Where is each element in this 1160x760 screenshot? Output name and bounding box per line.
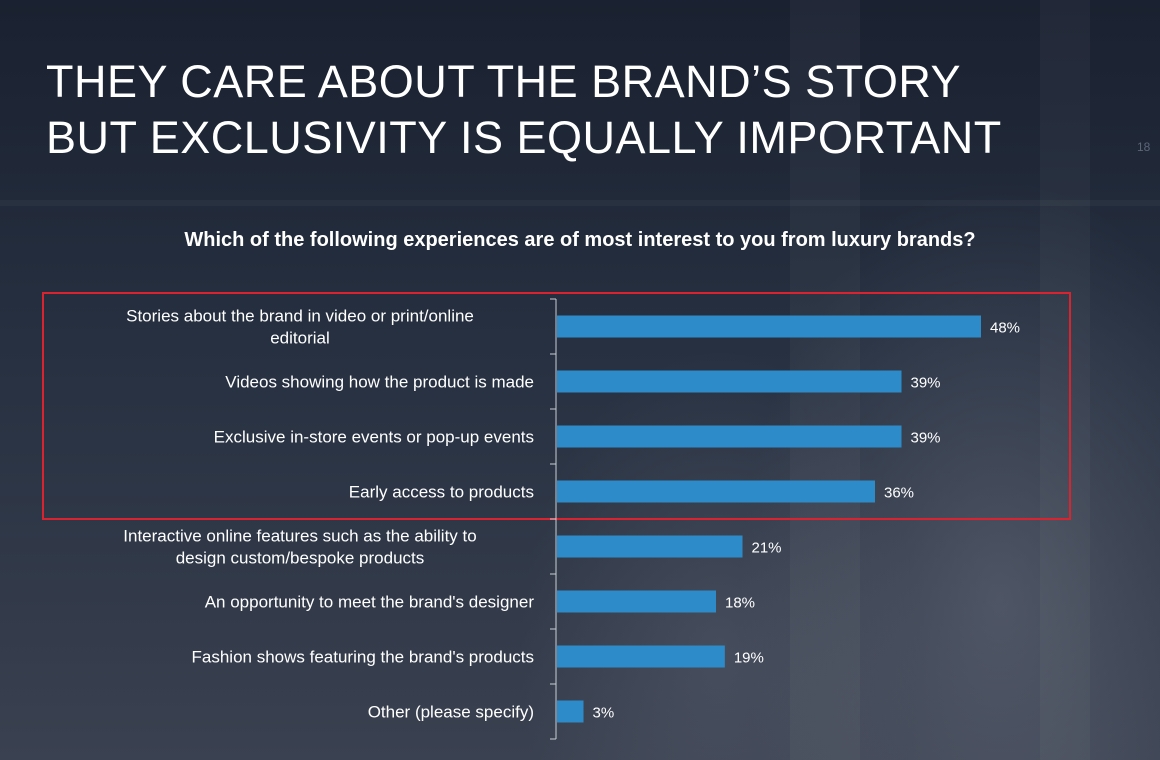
- category-label: An opportunity to meet the brand's desig…: [205, 593, 535, 612]
- bar: [557, 370, 902, 393]
- category-label: Interactive online features such as the …: [123, 527, 476, 546]
- chart-title: Which of the following experiences are o…: [184, 229, 976, 251]
- category-label: design custom/bespoke products: [176, 549, 425, 568]
- bar: [557, 700, 584, 723]
- value-label: 19%: [734, 650, 764, 667]
- value-label: 39%: [911, 375, 941, 392]
- value-label: 18%: [725, 595, 755, 612]
- category-label: Fashion shows featuring the brand's prod…: [192, 648, 535, 667]
- category-label: Other (please specify): [368, 703, 534, 722]
- category-label: Early access to products: [349, 483, 534, 502]
- value-label: 21%: [752, 540, 782, 557]
- title-line-1: THEY CARE ABOUT THE BRAND’S STORY: [46, 56, 962, 107]
- bar: [557, 535, 743, 558]
- value-label: 39%: [911, 430, 941, 447]
- bar: [557, 645, 725, 668]
- bar: [557, 315, 981, 338]
- bar: [557, 480, 875, 503]
- value-label: 48%: [990, 320, 1020, 337]
- bar: [557, 425, 902, 448]
- category-label: editorial: [270, 329, 330, 348]
- value-label: 3%: [593, 705, 615, 722]
- category-label: Videos showing how the product is made: [225, 373, 534, 392]
- category-label: Stories about the brand in video or prin…: [126, 307, 474, 326]
- page-number: 18: [1137, 140, 1151, 154]
- title-line-2: BUT EXCLUSIVITY IS EQUALLY IMPORTANT: [46, 112, 1002, 163]
- value-label: 36%: [884, 485, 914, 502]
- category-label: Exclusive in-store events or pop-up even…: [214, 428, 534, 447]
- slide-title: THEY CARE ABOUT THE BRAND’S STORY BUT EX…: [46, 54, 1046, 166]
- bar: [557, 590, 716, 613]
